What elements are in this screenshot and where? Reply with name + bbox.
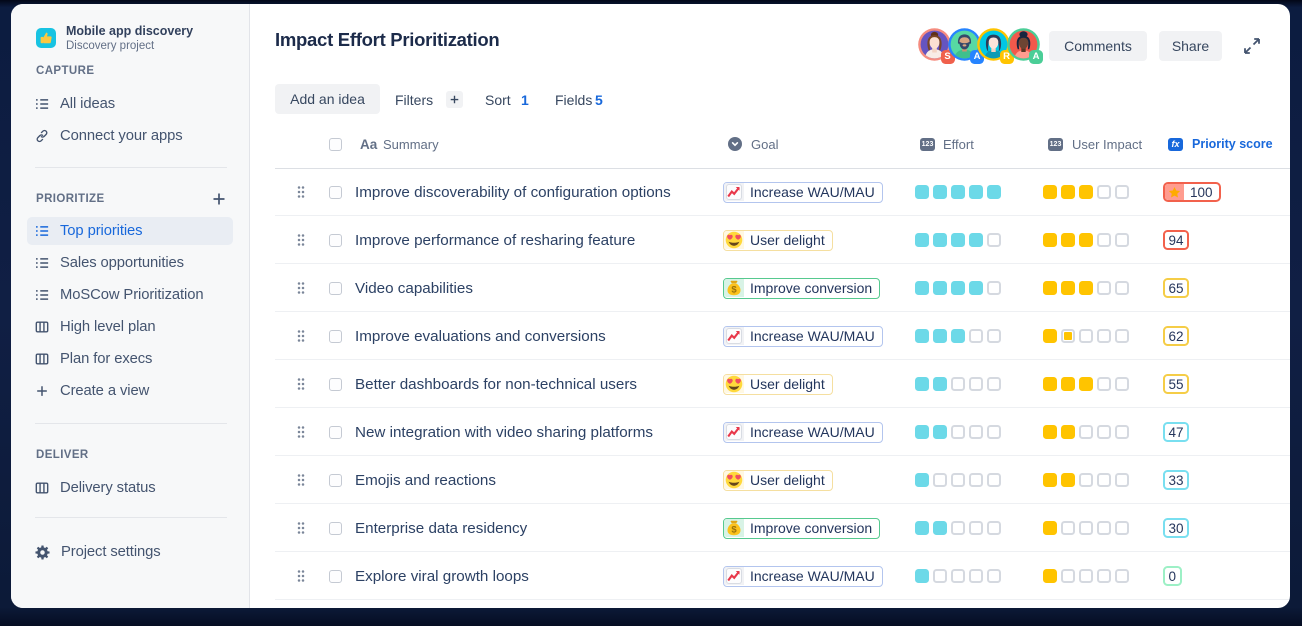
svg-text:$: $ bbox=[731, 524, 737, 535]
svg-text:$: $ bbox=[731, 284, 737, 295]
